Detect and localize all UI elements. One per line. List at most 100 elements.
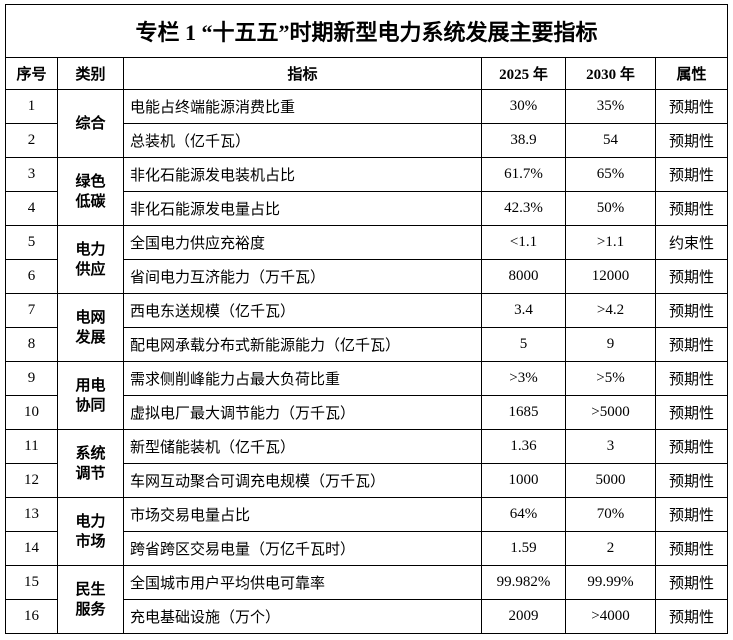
value-2030: 70%	[565, 497, 656, 532]
value-2025: 1.36	[481, 429, 566, 464]
indicator: 非化石能源发电装机占比	[123, 157, 482, 192]
category: 绿色低碳	[75, 173, 106, 210]
value-2025: 38.9	[481, 123, 566, 158]
table-row: 2 总装机（亿千瓦） 38.9 54 预期性	[5, 123, 729, 158]
attribute: 预期性	[654, 429, 729, 464]
value-2025: 2009	[481, 599, 566, 634]
table-row: 9 用电协同 需求侧削峰能力占最大负荷比重 >3% >5% 预期性	[5, 361, 729, 430]
row-number: 14	[5, 531, 58, 566]
row-number: 10	[5, 395, 58, 430]
indicator: 全国城市用户平均供电可靠率	[123, 565, 482, 600]
indicator: 全国电力供应充裕度	[123, 225, 482, 260]
indicator: 市场交易电量占比	[123, 497, 482, 532]
table-row: 16 充电基础设施（万个） 2009 >4000 预期性	[5, 599, 729, 634]
category-cell: 绿色低碳	[57, 157, 124, 226]
indicator: 新型储能装机（亿千瓦）	[123, 429, 482, 464]
value-2030: 50%	[565, 191, 656, 226]
value-2030: 9	[565, 327, 656, 362]
attribute: 预期性	[654, 89, 729, 124]
row-number: 2	[5, 123, 58, 158]
value-2030: 54	[565, 123, 656, 158]
indicator: 省间电力互济能力（万千瓦）	[123, 259, 482, 294]
value-2030: 2	[565, 531, 656, 566]
attribute: 约束性	[654, 225, 729, 260]
attribute: 预期性	[654, 463, 729, 498]
value-2025: 1685	[481, 395, 566, 430]
attribute: 预期性	[654, 293, 729, 328]
value-2025: 42.3%	[481, 191, 566, 226]
row-number: 7	[5, 293, 58, 328]
category-cell: 用电协同	[57, 361, 124, 430]
row-number: 3	[5, 157, 58, 192]
column-header: 2030 年	[565, 57, 656, 90]
row-number: 5	[5, 225, 58, 260]
attribute: 预期性	[654, 361, 729, 396]
row-number: 6	[5, 259, 58, 294]
table-title: 专栏 1 “十五五”时期新型电力系统发展主要指标	[4, 4, 729, 58]
table-row: 14 跨省跨区交易电量（万亿千瓦时） 1.59 2 预期性	[5, 531, 729, 566]
value-2025: 61.7%	[481, 157, 566, 192]
indicator: 电能占终端能源消费比重	[123, 89, 482, 124]
indicator: 非化石能源发电量占比	[123, 191, 482, 226]
category: 民生服务	[75, 581, 106, 618]
row-number: 4	[5, 191, 58, 226]
table-row: 1 综合 电能占终端能源消费比重 30% 35% 预期性	[5, 89, 729, 158]
value-2030: 3	[565, 429, 656, 464]
value-2025: <1.1	[481, 225, 566, 260]
category: 电网发展	[75, 309, 106, 346]
value-2025: 3.4	[481, 293, 566, 328]
value-2025: 64%	[481, 497, 566, 532]
attribute: 预期性	[654, 327, 729, 362]
category-cell: 电力市场	[57, 497, 124, 566]
row-number: 13	[5, 497, 58, 532]
category-cell: 综合	[57, 89, 124, 158]
value-2025: 1.59	[481, 531, 566, 566]
category: 系统调节	[75, 445, 106, 482]
category-cell: 民生服务	[57, 565, 124, 634]
column-header: 属性	[654, 57, 729, 90]
indicator: 西电东送规模（亿千瓦）	[123, 293, 482, 328]
table-row: 11 系统调节 新型储能装机（亿千瓦） 1.36 3 预期性	[5, 429, 729, 498]
attribute: 预期性	[654, 565, 729, 600]
table-row: 15 民生服务 全国城市用户平均供电可靠率 99.982% 99.99% 预期性	[5, 565, 729, 634]
value-2025: 99.982%	[481, 565, 566, 600]
indicator: 配电网承载分布式新能源能力（亿千瓦）	[123, 327, 482, 362]
attribute: 预期性	[654, 395, 729, 430]
table-row: 12 车网互动聚合可调充电规模（万千瓦） 1000 5000 预期性	[5, 463, 729, 498]
category: 综合	[75, 115, 106, 132]
row-number: 15	[5, 565, 58, 600]
indicator: 车网互动聚合可调充电规模（万千瓦）	[123, 463, 482, 498]
value-2030: >5000	[565, 395, 656, 430]
row-number: 12	[5, 463, 58, 498]
row-number: 1	[5, 89, 58, 124]
column-header: 指标	[123, 57, 482, 90]
indicator: 总装机（亿千瓦）	[123, 123, 482, 158]
value-2025: 5	[481, 327, 566, 362]
attribute: 预期性	[654, 157, 729, 192]
attribute: 预期性	[654, 497, 729, 532]
row-number: 11	[5, 429, 58, 464]
category: 用电协同	[75, 377, 106, 414]
table-row: 4 非化石能源发电量占比 42.3% 50% 预期性	[5, 191, 729, 226]
indicator: 虚拟电厂最大调节能力（万千瓦）	[123, 395, 482, 430]
value-2030: 5000	[565, 463, 656, 498]
value-2030: >4000	[565, 599, 656, 634]
table-row: 8 配电网承载分布式新能源能力（亿千瓦） 5 9 预期性	[5, 327, 729, 362]
value-2030: 99.99%	[565, 565, 656, 600]
indicator-table: 专栏 1 “十五五”时期新型电力系统发展主要指标 序号 类别 指标 2025 年 203…	[4, 4, 729, 634]
value-2030: 65%	[565, 157, 656, 192]
category: 电力供应	[75, 241, 106, 278]
indicator: 跨省跨区交易电量（万亿千瓦时）	[123, 531, 482, 566]
attribute: 预期性	[654, 259, 729, 294]
table-row: 3 绿色低碳 非化石能源发电装机占比 61.7% 65% 预期性	[5, 157, 729, 226]
category-cell: 电网发展	[57, 293, 124, 362]
row-number: 16	[5, 599, 58, 634]
value-2030: >5%	[565, 361, 656, 396]
value-2030: 12000	[565, 259, 656, 294]
row-number: 9	[5, 361, 58, 396]
column-header: 序号	[5, 57, 58, 90]
attribute: 预期性	[654, 599, 729, 634]
attribute: 预期性	[654, 191, 729, 226]
value-2025: >3%	[481, 361, 566, 396]
